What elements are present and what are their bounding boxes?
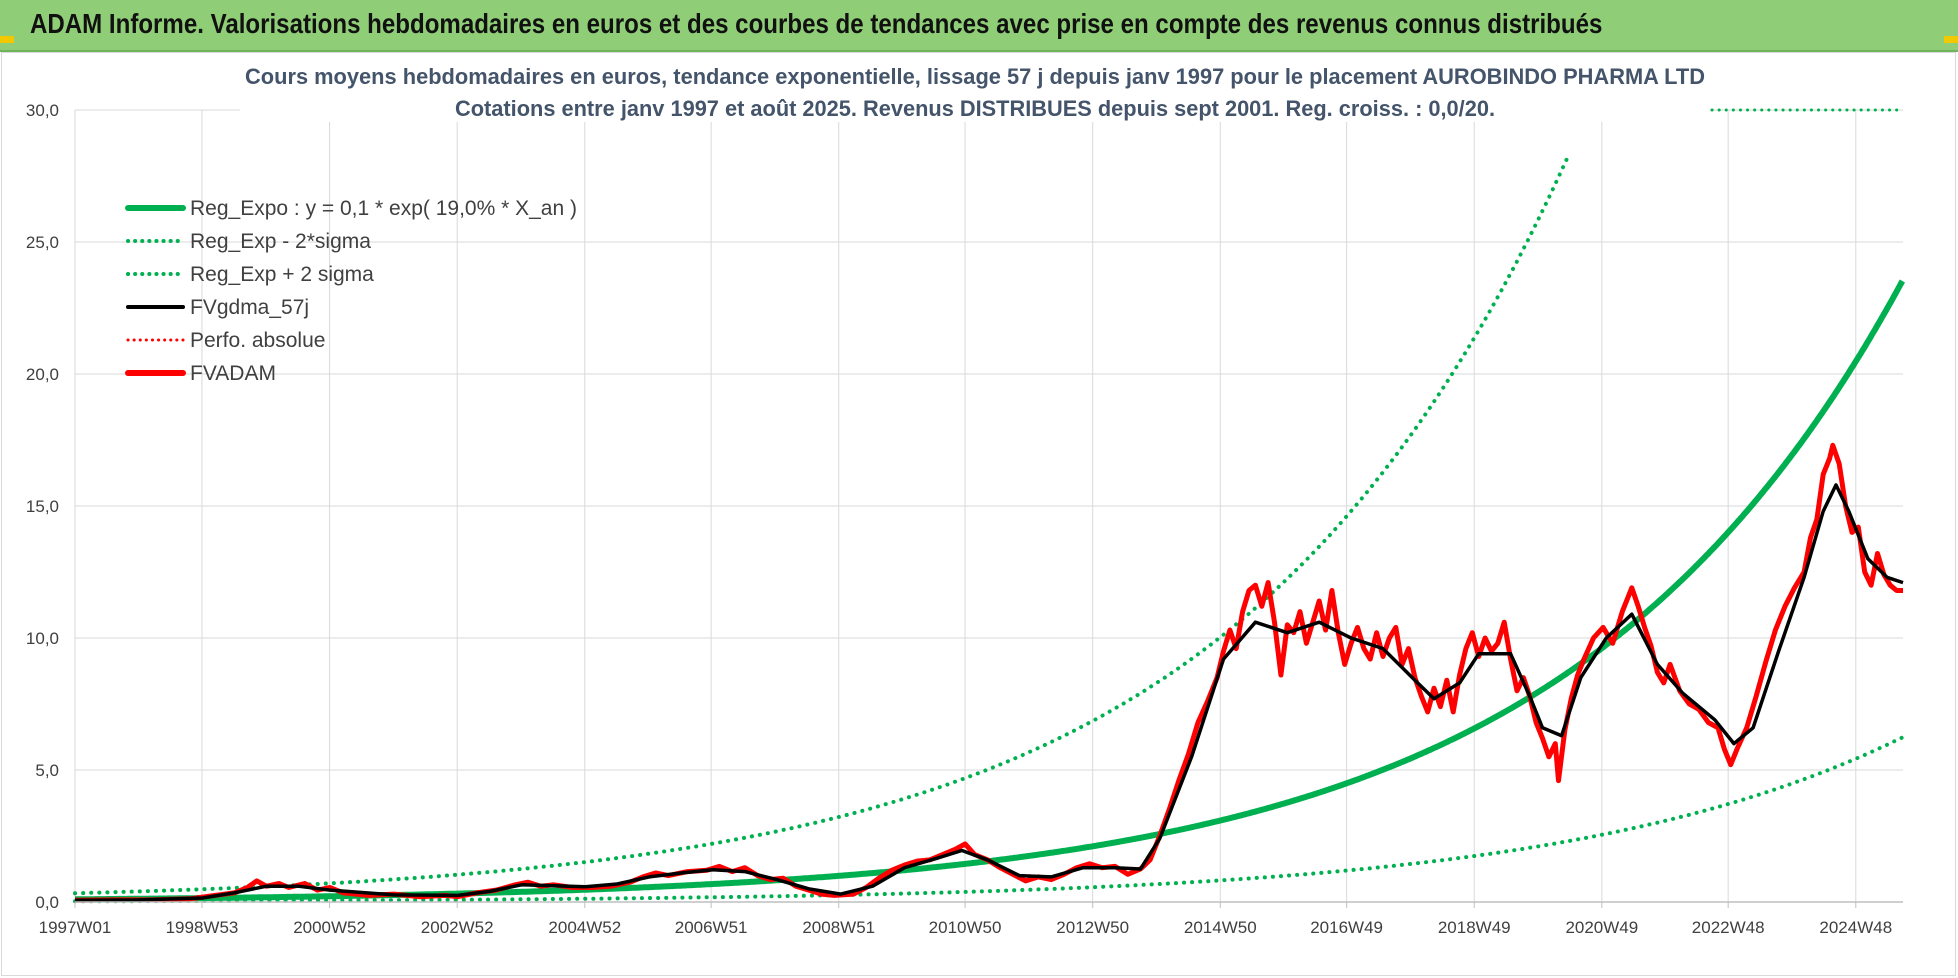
header-banner: ADAM Informe. Valorisations hebdomadaire…	[0, 0, 1958, 52]
x-tick-label: 2012W50	[1056, 918, 1129, 937]
legend-label: Reg_Expo : y = 0,1 * exp( 19,0% * X_an )	[190, 197, 577, 220]
legend: Reg_Expo : y = 0,1 * exp( 19,0% * X_an )…	[125, 197, 577, 385]
grid	[74, 109, 1903, 903]
x-tick-label: 2008W51	[802, 918, 875, 937]
x-tick-label: 2002W52	[421, 918, 494, 937]
x-tick-label: 2020W49	[1565, 918, 1638, 937]
x-tick-label: 2022W48	[1692, 918, 1765, 937]
title-background	[240, 62, 1710, 122]
x-tick-label: 2016W49	[1310, 918, 1383, 937]
legend-label: Perfo. absolue	[190, 329, 325, 352]
corner-mark-right	[1944, 36, 1958, 43]
y-tick-label: 30,0	[26, 101, 59, 120]
x-tick-label: 2014W50	[1184, 918, 1257, 937]
y-tick-label: 25,0	[26, 233, 59, 252]
x-axis: 1997W01 1998W53 2000W52 2002W52 2004W52 2006W…	[39, 901, 1903, 937]
chart: 0,0 5,0 10,0 15,0 20,0 25,0 30,0 1997W01 1998W5…	[26, 62, 1906, 937]
y-tick-label: 5,0	[35, 761, 59, 780]
series-layer	[73, 108, 1906, 904]
y-tick-label: 20,0	[26, 365, 59, 384]
chart-title: Cours moyens hebdomadaires en euros, ten…	[245, 64, 1705, 89]
y-tick-label: 10,0	[26, 629, 59, 648]
x-tick-label: 1998W53	[166, 918, 239, 937]
x-tick-label: 2000W52	[293, 918, 366, 937]
x-tick-label: 2006W51	[675, 918, 748, 937]
fvadam-line	[74, 442, 1903, 903]
reg-exp-plus-2-sigma-line	[73, 157, 1569, 896]
y-tick-label: 0,0	[35, 893, 59, 912]
page-title: ADAM Informe. Valorisations hebdomadaire…	[30, 8, 1603, 39]
legend-label: Reg_Exp - 2*sigma	[190, 230, 371, 253]
x-tick-label: 2004W52	[548, 918, 621, 937]
legend-label: FVgdma_57j	[190, 296, 309, 319]
fvgdma-line	[74, 483, 1904, 902]
legend-label: Reg_Exp + 2 sigma	[190, 263, 374, 286]
y-tick-label: 15,0	[26, 497, 59, 516]
y-axis: 0,0 5,0 10,0 15,0 20,0 25,0 30,0	[26, 101, 59, 912]
reg-exp-minus-2-sigma-line	[73, 735, 1905, 904]
x-tick-label: 2018W49	[1438, 918, 1511, 937]
chart-subtitle: Cotations entre janv 1997 et août 2025. …	[455, 96, 1495, 121]
x-tick-label: 1997W01	[39, 918, 112, 937]
corner-mark-left	[0, 36, 14, 43]
x-tick-label: 2010W50	[929, 918, 1002, 937]
x-tick-label: 2024W48	[1819, 918, 1892, 937]
legend-label: FVADAM	[190, 362, 276, 385]
